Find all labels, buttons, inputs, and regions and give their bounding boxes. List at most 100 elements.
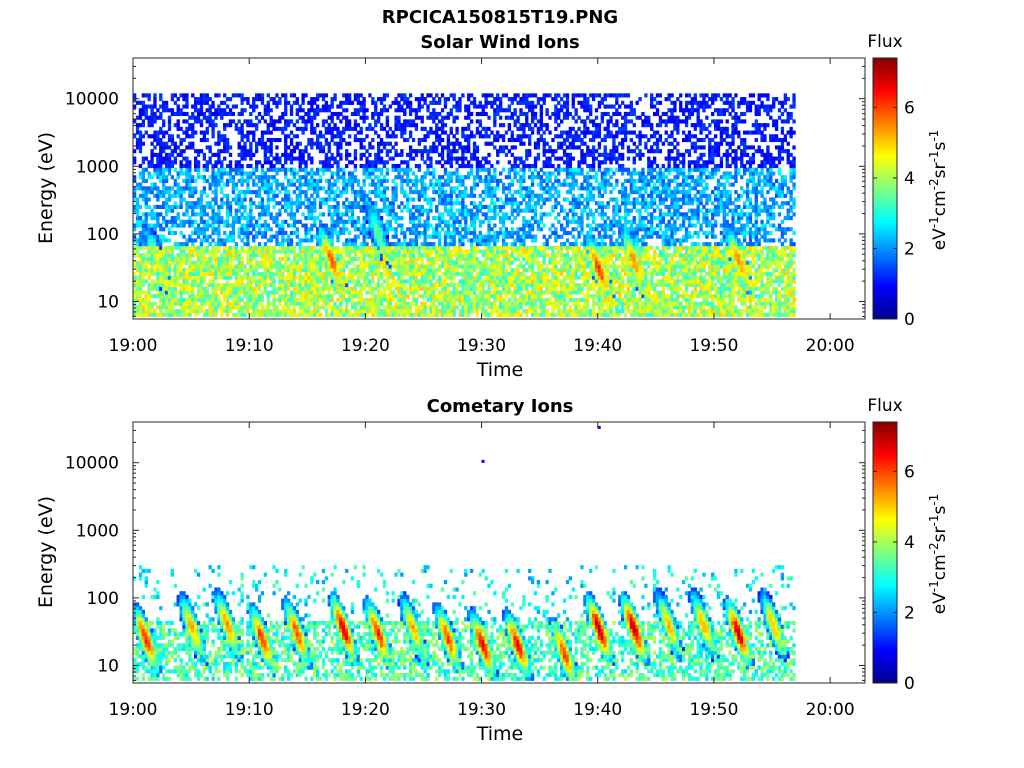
heatmap-cell [353, 253, 358, 258]
heatmap-cell [321, 234, 326, 239]
heatmap-cell [301, 256, 305, 262]
heatmap-cell [173, 312, 177, 317]
heatmap-cell [484, 238, 488, 243]
heatmap-cell [362, 242, 366, 247]
heatmap-cell [194, 97, 198, 102]
heatmap-cell [359, 208, 363, 213]
heatmap-cell [179, 126, 183, 131]
heatmap-cell [185, 119, 189, 124]
heatmap-cell [240, 156, 244, 161]
heatmap-cell [379, 312, 384, 317]
heatmap-cell [469, 190, 474, 195]
heatmap-cell [220, 312, 224, 317]
heatmap-cell [324, 201, 329, 206]
heatmap-cell [321, 260, 326, 265]
heatmap-cell [295, 256, 299, 262]
heatmap-cell [472, 201, 477, 206]
heatmap-cell [179, 193, 183, 198]
heatmap-cell [406, 182, 410, 187]
heatmap-cell [330, 253, 334, 258]
heatmap-cell [217, 149, 221, 154]
heatmap-cell [438, 216, 442, 221]
heatmap-cell [408, 275, 413, 280]
heatmap-cell [324, 286, 329, 291]
heatmap-cell [359, 204, 363, 210]
heatmap-cell [266, 204, 270, 210]
heatmap-cell [336, 309, 340, 314]
heatmap-cell [225, 163, 230, 169]
heatmap-cell [377, 141, 381, 146]
heatmap-cell [435, 123, 439, 128]
heatmap-cell [199, 279, 204, 284]
heatmap-cell [225, 123, 230, 128]
heatmap-cell [252, 234, 256, 239]
heatmap-cell [417, 216, 421, 221]
heatmap-cell [185, 186, 189, 191]
heatmap-cell [316, 301, 320, 306]
heatmap-cell [397, 167, 401, 172]
heatmap-cell [359, 100, 363, 105]
heatmap-cell [365, 208, 369, 213]
heatmap-cell [298, 152, 302, 157]
heatmap-cell [284, 197, 288, 202]
heatmap-cell [214, 182, 218, 187]
heatmap-cell [199, 268, 204, 273]
heatmap-cell [484, 167, 488, 172]
heatmap-cell [333, 126, 337, 131]
heatmap-cell [333, 171, 337, 176]
heatmap-cell [263, 171, 268, 176]
heatmap-cell [362, 201, 366, 206]
heatmap-cell [272, 301, 276, 306]
heatmap-cell [298, 156, 302, 161]
heatmap-cell [211, 216, 215, 221]
heatmap-cell [214, 271, 218, 276]
heatmap-cell [382, 297, 387, 302]
heatmap-cell [249, 279, 253, 284]
heatmap-cell [237, 230, 241, 236]
heatmap-cell [191, 204, 195, 210]
heatmap-cell [211, 279, 215, 284]
heatmap-cell [327, 208, 331, 213]
heatmap-cell [452, 145, 456, 150]
heatmap-cell [345, 186, 349, 191]
heatmap-cell [173, 204, 177, 210]
heatmap-cell [150, 286, 154, 291]
heatmap-cell [324, 137, 329, 143]
heatmap-cell [452, 171, 456, 176]
heatmap-cell [487, 312, 491, 317]
heatmap-cell [289, 111, 294, 117]
heatmap-cell [371, 271, 375, 276]
heatmap-cell [167, 115, 172, 120]
heatmap-cell [240, 130, 244, 135]
heatmap-cell [240, 197, 244, 202]
heatmap-cell [138, 312, 143, 317]
heatmap-cell [153, 163, 157, 169]
heatmap-cell [347, 182, 352, 187]
heatmap-cell [362, 245, 366, 250]
heatmap-cell [257, 227, 262, 232]
heatmap-cell [205, 312, 209, 317]
heatmap-cell [472, 309, 477, 314]
heatmap-cell [153, 312, 157, 317]
heatmap-cell [330, 260, 334, 265]
heatmap-cell [185, 163, 189, 169]
heatmap-cell [438, 111, 442, 117]
heatmap-cell [304, 149, 308, 154]
heatmap-cell [339, 193, 343, 198]
heatmap-cell [153, 119, 157, 124]
heatmap-cell [234, 171, 238, 176]
heatmap-cell [359, 242, 363, 247]
heatmap-cell [345, 163, 349, 169]
heatmap-cell [379, 238, 384, 243]
heatmap-cell [199, 201, 204, 206]
heatmap-cell [243, 290, 247, 295]
heatmap-cell [246, 178, 250, 183]
heatmap-cell [318, 234, 323, 239]
heatmap-cell [475, 167, 480, 172]
heatmap-cell [260, 234, 265, 239]
heatmap-cell [458, 301, 462, 306]
heatmap-cell [255, 149, 259, 154]
heatmap-cell [313, 178, 317, 183]
heatmap-cell [321, 145, 326, 150]
heatmap-cell [144, 245, 148, 250]
